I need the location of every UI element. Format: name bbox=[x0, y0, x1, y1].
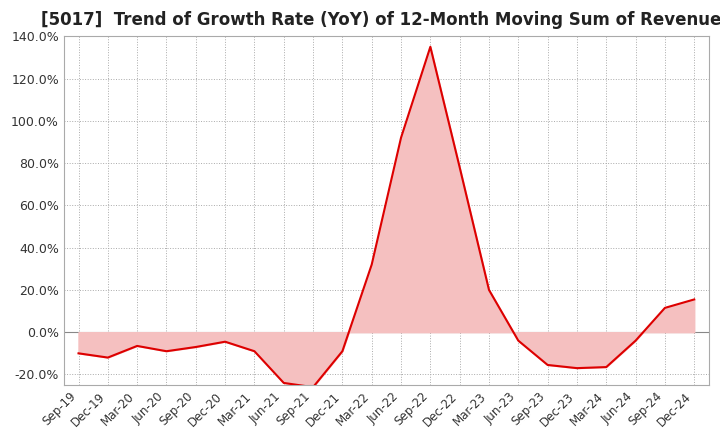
Title: [5017]  Trend of Growth Rate (YoY) of 12-Month Moving Sum of Revenues: [5017] Trend of Growth Rate (YoY) of 12-… bbox=[41, 11, 720, 29]
